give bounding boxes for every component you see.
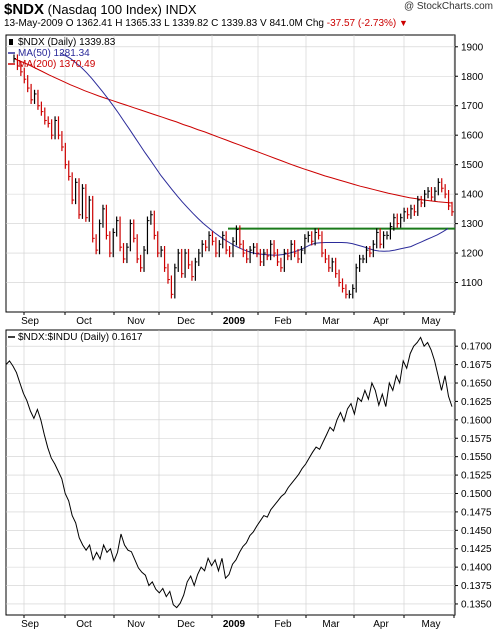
close-label: C — [211, 18, 219, 29]
y-tick-label: 0.1625 — [461, 397, 492, 408]
quote-date: 13-May-2009 — [4, 18, 63, 29]
volume-value: 841.0M — [269, 18, 303, 29]
y-tick-label: 0.1475 — [461, 507, 492, 518]
x-tick-label: 2009 — [223, 619, 246, 630]
x-tick-label: May — [422, 316, 441, 327]
high-value: 1365.33 — [125, 18, 162, 29]
volume-label: V — [260, 18, 267, 29]
x-tick-label: 2009 — [223, 316, 246, 327]
legend-entry: MA(200) 1370.49 — [18, 59, 96, 70]
x-tick-label: Feb — [274, 316, 292, 327]
open-label: O — [65, 18, 74, 29]
x-tick-label: Nov — [127, 619, 145, 630]
ma200-line — [13, 58, 453, 204]
legend-entry: $NDX:$INDU (Daily) 0.1617 — [18, 332, 143, 343]
ratio-panel: 0.1350 0.1375 0.1400 0.1425 0.1450 0.1475 0.15… — [5, 329, 492, 630]
y-tick-label: 1300 — [461, 219, 484, 230]
y-tick-label: 1700 — [461, 101, 484, 112]
low-value: 1339.82 — [172, 18, 209, 29]
x-tick-label: Apr — [373, 316, 389, 327]
y-tick-label: 0.1650 — [461, 379, 492, 390]
x-tick-label: Dec — [177, 316, 195, 327]
close-value: 1339.83 — [221, 18, 258, 29]
legend-entry: MA(50) 1281.34 — [18, 48, 90, 59]
y-tick-label: 0.1425 — [461, 544, 492, 555]
y-tick-label: 1200 — [461, 249, 484, 260]
x-tick-label: Nov — [127, 316, 145, 327]
change-value: -37.57 (-2.73%) — [326, 18, 397, 29]
x-tick-label: May — [422, 619, 441, 630]
x-tick-label: Mar — [322, 619, 340, 630]
chart-title: $NDX (Nasdaq 100 Index) INDX — [4, 1, 197, 18]
y-tick-label: 1500 — [461, 160, 484, 171]
y-tick-label: 0.1450 — [461, 526, 492, 537]
y-tick-label: 0.1500 — [461, 489, 492, 500]
low-label: L — [164, 18, 170, 29]
symbol: $NDX — [4, 1, 45, 18]
credit: @ StockCharts.com — [403, 1, 493, 12]
x-tick-label: Feb — [274, 619, 292, 630]
y-tick-label: 1600 — [461, 131, 484, 142]
price-panel: 1100 1200 1300 1400 1500 1600 1700 1800 1900 Sep O… — [5, 34, 484, 327]
open-value: 1362.41 — [76, 18, 113, 29]
legend-entry: $NDX (Daily) 1339.83 — [18, 37, 116, 48]
x-tick-label: Apr — [373, 619, 389, 630]
plot-frame — [5, 329, 456, 616]
y-tick-label: 1100 — [461, 278, 483, 289]
high-label: H — [115, 18, 123, 29]
y-tick-label: 0.1675 — [461, 360, 492, 371]
y-tick-label: 0.1600 — [461, 415, 492, 426]
x-tick-label: Oct — [76, 619, 92, 630]
y-tick-label: 0.1400 — [461, 563, 492, 574]
y-tick-label: 0.1575 — [461, 434, 492, 445]
index-name: (Nasdaq 100 Index) — [47, 2, 162, 17]
plot-frame — [5, 34, 456, 313]
exchange: INDX — [165, 2, 197, 17]
x-tick-label: Mar — [322, 316, 340, 327]
x-tick-label: Sep — [21, 619, 39, 630]
x-tick-label: Dec — [177, 619, 195, 630]
x-tick-label: Sep — [21, 316, 39, 327]
quote-line: 13-May-2009 O 1362.41 H 1365.33 L 1339.8… — [4, 18, 408, 29]
x-tick-label: Oct — [76, 316, 92, 327]
change-label: Chg — [305, 18, 324, 29]
y-tick-label: 1800 — [461, 72, 484, 83]
y-tick-label: 0.1350 — [461, 599, 492, 610]
y-tick-label: 1900 — [461, 42, 484, 53]
y-tick-label: 1400 — [461, 190, 484, 201]
y-tick-label: 0.1550 — [461, 452, 492, 463]
y-tick-label: 0.1375 — [461, 581, 492, 592]
y-tick-label: 0.1525 — [461, 471, 492, 482]
down-arrow-icon: ▼ — [399, 18, 408, 28]
legend-marker — [9, 39, 13, 45]
y-tick-label: 0.1700 — [461, 342, 492, 353]
ratio-line — [5, 336, 453, 609]
